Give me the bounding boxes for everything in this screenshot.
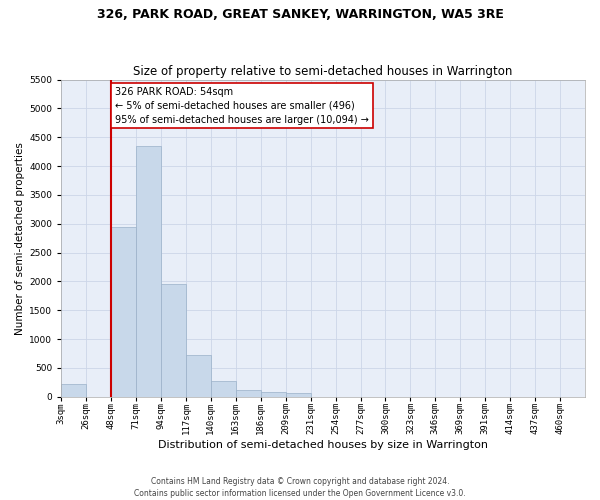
X-axis label: Distribution of semi-detached houses by size in Warrington: Distribution of semi-detached houses by …: [158, 440, 488, 450]
Y-axis label: Number of semi-detached properties: Number of semi-detached properties: [15, 142, 25, 334]
Bar: [161, 284, 186, 397]
Bar: [111, 226, 136, 396]
Bar: [186, 354, 211, 397]
Bar: [211, 380, 236, 396]
Text: 326 PARK ROAD: 54sqm
← 5% of semi-detached houses are smaller (496)
95% of semi-: 326 PARK ROAD: 54sqm ← 5% of semi-detach…: [115, 86, 368, 124]
Bar: [136, 146, 161, 397]
Title: Size of property relative to semi-detached houses in Warrington: Size of property relative to semi-detach…: [133, 66, 513, 78]
Bar: [236, 390, 261, 396]
Bar: [61, 384, 86, 396]
Text: 326, PARK ROAD, GREAT SANKEY, WARRINGTON, WA5 3RE: 326, PARK ROAD, GREAT SANKEY, WARRINGTON…: [97, 8, 503, 20]
Text: Contains HM Land Registry data © Crown copyright and database right 2024.
Contai: Contains HM Land Registry data © Crown c…: [134, 476, 466, 498]
Bar: [261, 392, 286, 396]
Bar: [286, 393, 311, 396]
